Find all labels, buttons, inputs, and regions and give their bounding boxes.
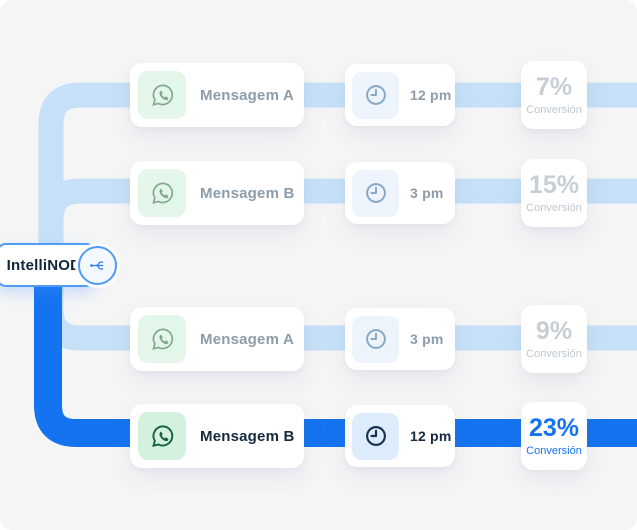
conversion-card[interactable]: 15% Conversión	[521, 159, 587, 227]
connector-branch-2	[38, 178, 637, 255]
connector-branch-4-active	[34, 270, 637, 447]
conversion-label: Conversión	[526, 103, 582, 116]
time-card[interactable]: 12 pm	[345, 405, 455, 467]
message-label: Mensagem A	[200, 330, 294, 348]
conversion-value: 7%	[535, 73, 573, 102]
message-card[interactable]: Mensagem B	[130, 161, 304, 225]
message-card[interactable]: Mensagem A	[130, 307, 304, 371]
conversion-label: Conversión	[526, 444, 582, 457]
conversion-card[interactable]: 9% Conversión	[521, 305, 587, 373]
time-card[interactable]: 12 pm	[345, 64, 455, 126]
time-label: 12 pm	[410, 87, 452, 103]
conversion-label: Conversión	[526, 201, 582, 214]
clock-icon	[352, 315, 399, 363]
whatsapp-icon	[138, 315, 186, 363]
time-label: 3 pm	[410, 331, 444, 347]
clock-icon	[352, 412, 399, 460]
time-label: 12 pm	[410, 428, 452, 444]
conversion-card[interactable]: 7% Conversión	[521, 61, 587, 129]
node-label: IntelliNODE	[6, 256, 92, 274]
conversion-value: 23%	[528, 414, 580, 443]
message-label: Mensagem B	[200, 184, 295, 202]
clock-icon	[352, 169, 399, 217]
message-label: Mensagem A	[200, 86, 294, 104]
message-card[interactable]: Mensagem A	[130, 63, 304, 127]
conversion-value: 9%	[535, 317, 573, 346]
conversion-label: Conversión	[526, 347, 582, 360]
split-branch-icon[interactable]	[78, 246, 117, 285]
message-card[interactable]: Mensagem B	[130, 404, 304, 468]
whatsapp-icon	[138, 412, 186, 460]
connector-branch-1	[38, 82, 637, 255]
time-label: 3 pm	[410, 185, 444, 201]
whatsapp-icon	[138, 169, 186, 217]
conversion-value: 15%	[528, 171, 580, 200]
conversion-card[interactable]: 23% Conversión	[521, 402, 587, 470]
message-label: Mensagem B	[200, 427, 295, 445]
time-card[interactable]: 3 pm	[345, 162, 455, 224]
time-card[interactable]: 3 pm	[345, 308, 455, 370]
clock-icon	[352, 71, 399, 119]
whatsapp-icon	[138, 71, 186, 119]
